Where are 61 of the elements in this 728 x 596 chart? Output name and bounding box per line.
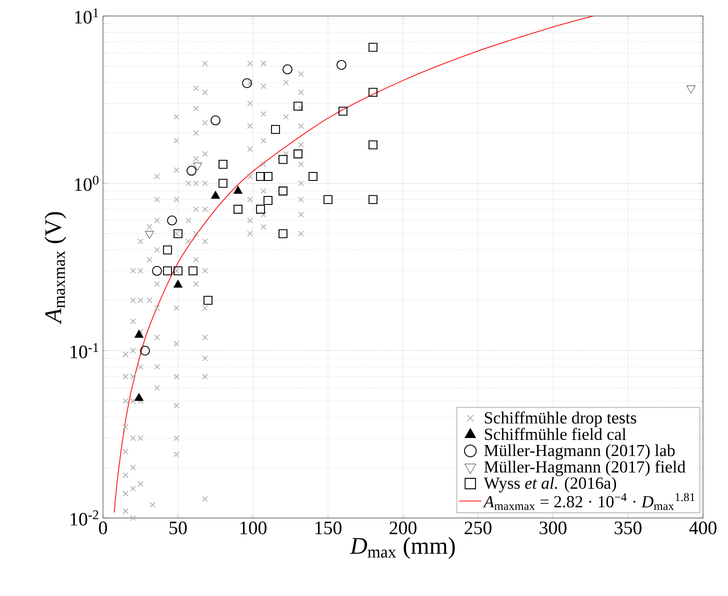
point xyxy=(336,60,346,70)
point xyxy=(294,102,302,111)
x-tick-label: 150 xyxy=(315,522,342,534)
y-axis-title: A$_{maxmax}$ (V) xyxy=(44,212,66,324)
point xyxy=(210,115,220,126)
point xyxy=(211,191,220,199)
point xyxy=(218,160,228,169)
legend-label: A$_{maxmax}$ = 2.82 · 10$^{−4}$ · D$_{max}$1.81 xyxy=(482,493,695,510)
point xyxy=(188,266,198,276)
point xyxy=(264,172,272,181)
point xyxy=(140,346,150,356)
point xyxy=(294,149,302,158)
y-tick-label: 10$^{-1}$ xyxy=(70,343,98,358)
point xyxy=(368,140,378,150)
legend-label: Wyss et al. (2016a) xyxy=(484,476,616,492)
x-tick-label: 400 xyxy=(689,522,716,534)
y-tick-label: 10$^{0}$ xyxy=(75,176,98,191)
legend-label: Schiffmühle drop tests xyxy=(484,412,636,428)
point xyxy=(174,280,182,288)
point xyxy=(271,124,280,134)
x-tick-label: 350 xyxy=(614,522,642,534)
x-tick-label: 250 xyxy=(464,522,492,534)
x-tick-label: 0 xyxy=(98,522,107,534)
point xyxy=(144,231,154,239)
point xyxy=(174,229,182,238)
point xyxy=(167,216,177,226)
x-axis-title: D$_{max}$ (mm) xyxy=(350,537,455,559)
point xyxy=(324,195,332,204)
x-tick-label: 200 xyxy=(390,522,416,534)
point xyxy=(134,393,144,401)
point xyxy=(368,42,378,52)
point xyxy=(308,172,318,181)
point xyxy=(234,186,242,194)
y-tick-label: 10$^{1}$ xyxy=(75,8,98,24)
point xyxy=(338,106,348,116)
point xyxy=(264,196,272,205)
point xyxy=(278,154,288,164)
point xyxy=(234,204,242,214)
legend-label: Schiffmühle field cal xyxy=(484,428,626,440)
point xyxy=(282,64,292,74)
x-tick-label: 50 xyxy=(170,522,187,534)
point xyxy=(204,296,212,305)
x-tick-label: 100 xyxy=(240,522,266,534)
legend-label: Müller-Hagmann (2017) field xyxy=(484,460,686,476)
legend-label: Müller-Hagmann (2017) lab xyxy=(484,444,675,460)
point xyxy=(686,86,696,94)
point xyxy=(163,266,172,276)
x-tick-label: 300 xyxy=(540,522,566,534)
point xyxy=(242,78,252,88)
point xyxy=(218,178,228,188)
y-tick-label: 10$^{-2}$ xyxy=(70,510,98,526)
point xyxy=(152,266,162,276)
point xyxy=(368,88,378,97)
point xyxy=(174,266,182,276)
point xyxy=(368,195,378,204)
point xyxy=(278,186,288,196)
point xyxy=(256,204,265,214)
point xyxy=(256,172,265,181)
point xyxy=(134,330,144,338)
point xyxy=(163,245,172,254)
point xyxy=(278,229,288,238)
